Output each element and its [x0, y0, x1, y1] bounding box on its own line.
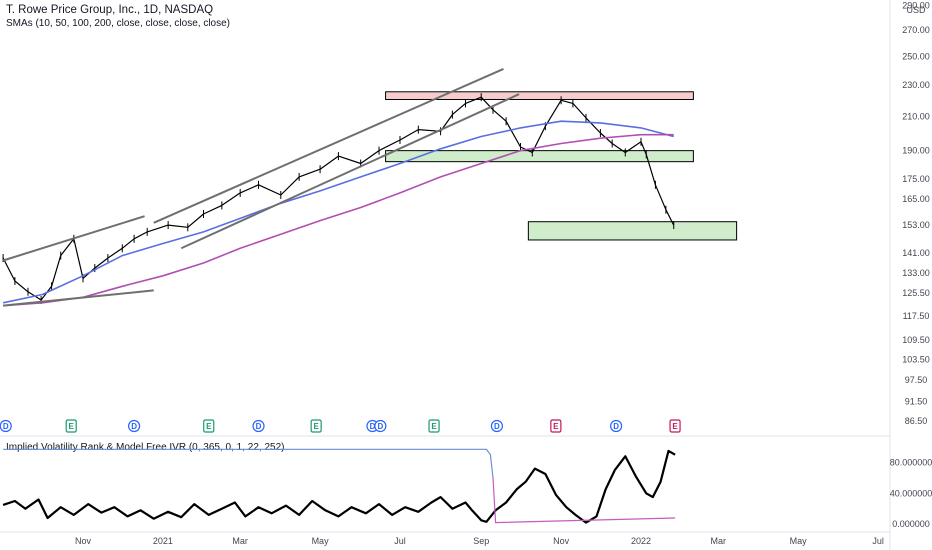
time-tick-label: 2022: [631, 536, 651, 546]
trendline-0[interactable]: [2, 215, 145, 262]
event-label: D: [494, 422, 500, 431]
price-tick-label: 117.50: [903, 311, 930, 321]
event-label: E: [69, 422, 75, 431]
price-tick-label: 210.00: [902, 111, 930, 121]
event-label: D: [256, 422, 262, 431]
time-axis[interactable]: Nov 2021 Mar May Jul Sep Nov 2022 Mar May Jul: [75, 536, 884, 546]
price-tick-label: 165.00: [902, 194, 930, 204]
event-label: D: [370, 422, 376, 431]
price-tick-label: 270.00: [902, 25, 930, 35]
event-label: D: [377, 422, 383, 431]
chart-title: T. Rowe Price Group, Inc., 1D, NASDAQ: [6, 4, 214, 16]
dividend-marker-11[interactable]: D: [610, 419, 623, 433]
indicator-layer: [2, 448, 676, 524]
resistance-zone-0[interactable]: [385, 91, 694, 100]
time-tick-label: 2021: [153, 536, 173, 546]
lines-layer: [2, 93, 675, 307]
event-label: D: [613, 422, 619, 431]
earnings-marker-5[interactable]: E: [310, 419, 322, 433]
event-label: E: [206, 422, 212, 431]
sma-legend: SMAs (10, 50, 100, 200, close, close, cl…: [6, 18, 230, 29]
event-label: E: [313, 422, 319, 431]
event-label: E: [431, 422, 437, 431]
trendline-2[interactable]: [153, 68, 504, 224]
time-tick-label: Mar: [232, 536, 248, 546]
price-tick-label: 86.50: [905, 416, 928, 426]
earnings-marker-1[interactable]: E: [65, 419, 77, 433]
price-tick-label: 230.00: [902, 80, 930, 90]
price-tick-label: 133.00: [902, 268, 930, 278]
indicator-tick-label: 0.000000: [892, 519, 930, 529]
sma100-line[interactable]: [2, 120, 674, 304]
indicator-tick-label: 80.000000: [890, 457, 932, 467]
earnings-red-marker-12[interactable]: E: [669, 419, 681, 433]
price-axis[interactable]: 290.00 270.00 250.00 230.00 210.00 190.00 175.…: [902, 0, 930, 426]
event-label: D: [3, 422, 9, 431]
price-tick-label: 175.00: [902, 174, 930, 184]
earnings-red-marker-10[interactable]: E: [550, 419, 562, 433]
price-tick-label: 91.50: [905, 397, 928, 407]
price-tick-label: 97.50: [905, 375, 928, 385]
zones-layer: [385, 91, 738, 241]
dividend-marker-7[interactable]: D: [374, 419, 387, 433]
dividend-marker-9[interactable]: D: [490, 419, 504, 433]
event-label: E: [672, 422, 678, 431]
trendline-3[interactable]: [180, 93, 520, 250]
time-tick-label: Nov: [75, 536, 92, 546]
time-tick-label: Sep: [473, 536, 489, 546]
iv-rank-line[interactable]: [3, 448, 494, 478]
time-tick-label: May: [312, 536, 330, 546]
support-zone-1[interactable]: [385, 150, 694, 163]
support-zone-2[interactable]: [527, 221, 738, 241]
time-tick-label: Jul: [394, 536, 406, 546]
time-tick-label: Mar: [711, 536, 727, 546]
model-free-ivr-line[interactable]: [2, 449, 676, 524]
price-tick-label: 141.00: [902, 248, 930, 258]
time-tick-label: May: [790, 536, 808, 546]
trendlines-layer: [2, 68, 520, 307]
iv-rank-low-line[interactable]: [492, 477, 676, 524]
price-tick-label: 103.50: [902, 354, 930, 364]
earnings-marker-3[interactable]: E: [203, 419, 215, 433]
time-tick-label: Nov: [553, 536, 570, 546]
indicator-axis[interactable]: 80.000000 40.000000 0.000000: [890, 457, 932, 529]
dividend-marker-4[interactable]: D: [252, 419, 265, 433]
earnings-marker-8[interactable]: E: [428, 419, 440, 433]
price-tick-label: 109.50: [902, 335, 930, 345]
trendline-1[interactable]: [2, 289, 154, 307]
event-label: D: [131, 422, 137, 431]
event-label: E: [553, 422, 559, 431]
sma200-line[interactable]: [3, 133, 674, 307]
price-tick-label: 153.00: [902, 220, 930, 230]
price-tick-label: 190.00: [902, 146, 930, 156]
currency-label: USD: [906, 5, 926, 15]
price-tick-label: 290.00: [902, 0, 930, 10]
dividend-marker-0[interactable]: D: [0, 419, 12, 433]
price-tick-label: 125.50: [902, 288, 930, 298]
time-tick-label: Jul: [872, 536, 884, 546]
dividend-marker-2[interactable]: D: [127, 419, 141, 433]
price-tick-label: 250.00: [902, 51, 930, 61]
price-line[interactable]: [2, 96, 675, 301]
indicator-tick-label: 40.000000: [890, 488, 932, 498]
indicator-title: Implied Volatility Rank & Model Free IVR…: [6, 442, 285, 453]
